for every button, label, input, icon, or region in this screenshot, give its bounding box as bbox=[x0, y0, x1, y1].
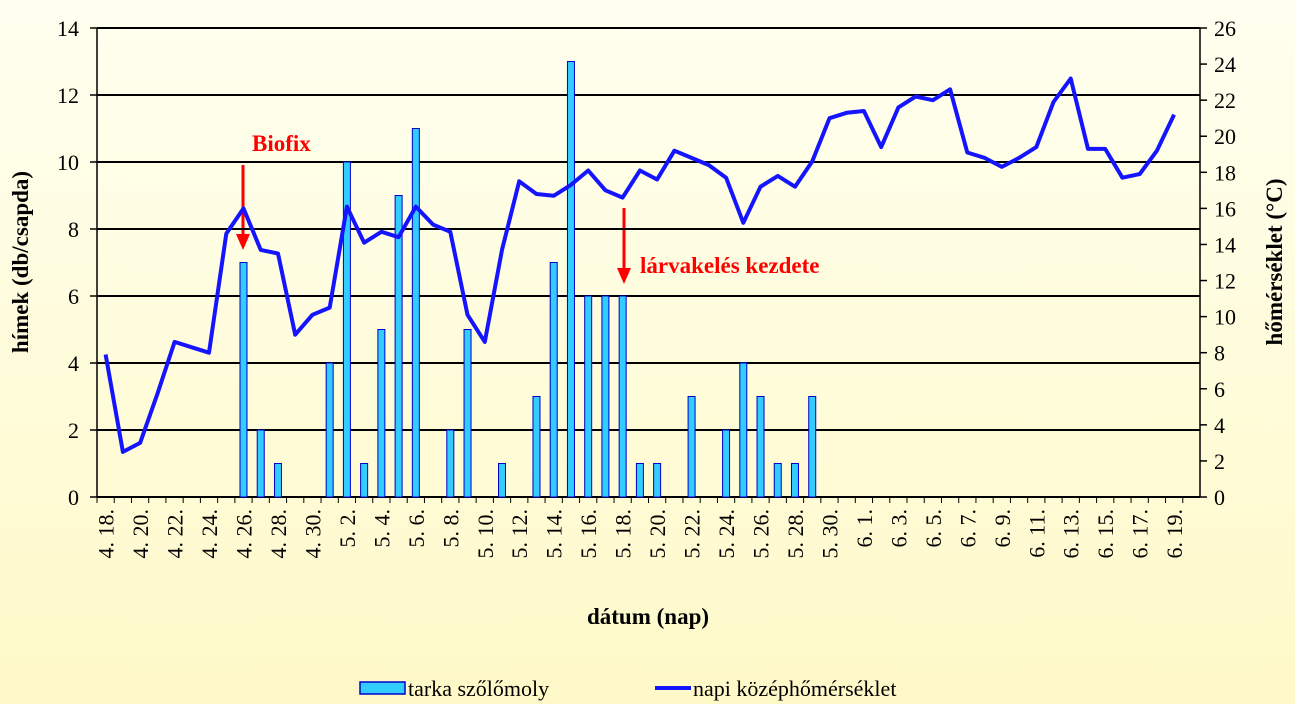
x-tick-label: 6. 11. bbox=[1024, 509, 1049, 558]
y2-tick-label: 16 bbox=[1214, 196, 1236, 221]
bar bbox=[532, 396, 541, 498]
x-tick-label: 6. 5. bbox=[921, 509, 946, 548]
annotation: lárvakelés kezdete bbox=[640, 253, 819, 278]
x-tick-label: 4. 30. bbox=[300, 509, 325, 559]
x-tick-label: 4. 26. bbox=[231, 509, 256, 559]
x-tick-label: 4. 22. bbox=[163, 509, 188, 559]
x-tick-label: 5. 22. bbox=[680, 509, 705, 559]
x-tick-label: 6. 13. bbox=[1059, 509, 1084, 559]
bar bbox=[325, 362, 334, 498]
y-tick-label: 8 bbox=[68, 217, 79, 242]
y2-tick-label: 12 bbox=[1214, 269, 1236, 294]
y2-tick-label: 22 bbox=[1214, 88, 1236, 113]
x-tick-label: 6. 7. bbox=[955, 509, 980, 548]
y-tick-label: 14 bbox=[57, 16, 79, 41]
annotation-arrowhead bbox=[617, 268, 631, 284]
x-tick-label: 5. 20. bbox=[645, 509, 670, 559]
x-tick-label: 5. 26. bbox=[749, 509, 774, 559]
bar bbox=[377, 329, 386, 498]
bar bbox=[687, 396, 696, 498]
x-tick-label: 4. 28. bbox=[266, 509, 291, 559]
y2-tick-label: 24 bbox=[1214, 52, 1236, 77]
bar bbox=[463, 329, 472, 498]
y-tick-label: 10 bbox=[57, 150, 79, 175]
x-tick-label: 5. 2. bbox=[335, 509, 360, 548]
x-tick-label: 5. 6. bbox=[404, 509, 429, 548]
bar bbox=[394, 195, 403, 498]
x-tick-label: 5. 24. bbox=[714, 509, 739, 559]
bar bbox=[756, 396, 765, 498]
bar bbox=[360, 463, 369, 498]
x-tick-label: 6. 3. bbox=[886, 509, 911, 548]
bar bbox=[808, 396, 817, 498]
y2-tick-label: 6 bbox=[1214, 377, 1225, 402]
bar bbox=[549, 262, 558, 498]
bar bbox=[566, 61, 575, 498]
bar bbox=[273, 463, 282, 498]
x-tick-label: 6. 19. bbox=[1162, 509, 1187, 559]
y2-tick-label: 20 bbox=[1214, 124, 1236, 149]
x-tick-label: 5. 30. bbox=[817, 509, 842, 559]
bar bbox=[635, 463, 644, 498]
bar bbox=[722, 429, 731, 498]
y2-tick-label: 10 bbox=[1214, 305, 1236, 330]
y-tick-label: 6 bbox=[68, 284, 79, 309]
x-tick-label: 5. 8. bbox=[438, 509, 463, 548]
x-axis-title: dátum (nap) bbox=[587, 604, 709, 629]
x-tick-label: 6. 17. bbox=[1128, 509, 1153, 559]
y-tick-label: 12 bbox=[57, 83, 79, 108]
bar bbox=[653, 463, 662, 498]
bar bbox=[773, 463, 782, 498]
bar bbox=[790, 463, 799, 498]
x-tick-label: 5. 16. bbox=[576, 509, 601, 559]
legend-swatch bbox=[359, 681, 406, 695]
bar bbox=[618, 295, 627, 498]
x-tick-label: 5. 14. bbox=[542, 509, 567, 559]
y-tick-label: 2 bbox=[68, 418, 79, 443]
x-tick-label: 6. 15. bbox=[1093, 509, 1118, 559]
y2-tick-label: 4 bbox=[1214, 413, 1225, 438]
annotation: Biofix bbox=[252, 131, 311, 156]
y2-tick-label: 2 bbox=[1214, 449, 1225, 474]
x-tick-label: 4. 20. bbox=[128, 509, 153, 559]
y2-tick-label: 8 bbox=[1214, 341, 1225, 366]
y2-axis-title: hőmérséklet (°C) bbox=[1262, 179, 1287, 346]
x-tick-label: 5. 18. bbox=[611, 509, 636, 559]
x-tick-label: 6. 1. bbox=[852, 509, 877, 548]
x-tick-label: 5. 10. bbox=[473, 509, 498, 559]
y2-tick-label: 26 bbox=[1214, 16, 1236, 41]
x-tick-label: 5. 4. bbox=[369, 509, 394, 548]
bar bbox=[239, 262, 248, 498]
y2-tick-label: 0 bbox=[1214, 485, 1225, 510]
bar bbox=[584, 295, 593, 498]
bar bbox=[411, 128, 420, 498]
annotation-arrowhead bbox=[236, 234, 250, 250]
bar bbox=[498, 463, 507, 498]
legend-label: tarka szőlőmoly bbox=[408, 676, 549, 701]
bar bbox=[446, 429, 455, 498]
y-axis-title: hímek (db/csapda) bbox=[8, 171, 33, 353]
x-tick-label: 4. 18. bbox=[94, 509, 119, 559]
bar bbox=[256, 429, 265, 498]
y-tick-label: 4 bbox=[68, 351, 79, 376]
x-tick-label: 5. 12. bbox=[507, 509, 532, 559]
bar bbox=[601, 295, 610, 498]
bar bbox=[342, 161, 351, 498]
bar bbox=[739, 362, 748, 498]
x-tick-label: 4. 24. bbox=[197, 509, 222, 559]
x-tick-label: 6. 9. bbox=[990, 509, 1015, 548]
y-tick-label: 0 bbox=[68, 485, 79, 510]
y2-tick-label: 18 bbox=[1214, 160, 1236, 185]
x-tick-label: 5. 28. bbox=[783, 509, 808, 559]
y2-tick-label: 14 bbox=[1214, 232, 1236, 257]
line bbox=[103, 76, 1176, 454]
legend-label: napi középhőmérséklet bbox=[693, 676, 896, 701]
